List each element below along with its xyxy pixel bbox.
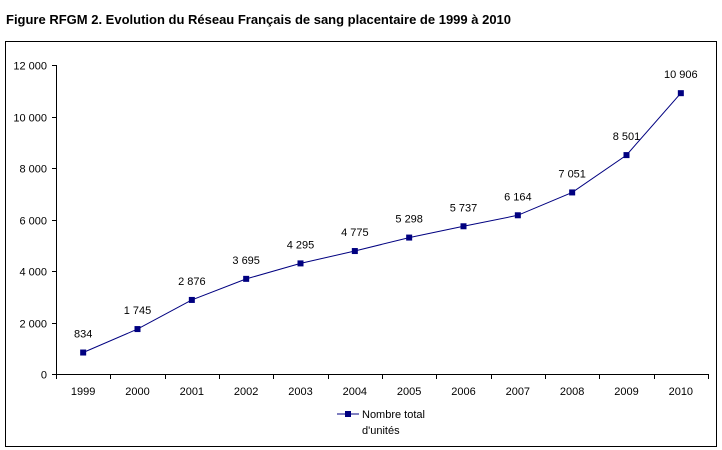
data-label: 6 164 — [504, 191, 532, 203]
data-label: 1 745 — [124, 305, 152, 317]
data-label: 2 876 — [178, 276, 206, 288]
data-point-marker — [297, 260, 304, 267]
x-tick-label: 2005 — [397, 386, 421, 398]
y-axis-ticks: 0 2 000 4 000 6 000 8 000 10 000 12 000 — [13, 61, 57, 382]
data-point-marker — [677, 90, 684, 97]
x-tick-label: 2002 — [234, 386, 258, 398]
data-label: 4 295 — [287, 239, 315, 251]
data-point-marker — [351, 248, 358, 255]
data-point-marker — [406, 234, 413, 241]
data-point-marker — [460, 223, 467, 230]
data-point-marker — [623, 152, 630, 159]
y-tick-label: 12 000 — [13, 61, 47, 73]
data-point-marker — [569, 189, 576, 196]
data-label: 4 775 — [341, 227, 369, 239]
data-point-marker — [243, 275, 250, 282]
x-tick-label: 2008 — [560, 386, 584, 398]
series-line-group: 834 1 745 2 876 3 695 4 295 4 775 5 298 5 737 6 … — [74, 69, 698, 356]
figure-title: Figure RFGM 2. Evolution du Réseau Franç… — [6, 12, 512, 27]
data-label: 8 501 — [613, 131, 641, 143]
data-label: 5 298 — [395, 214, 423, 226]
series-line — [83, 92, 682, 353]
y-tick-label: 4 000 — [19, 267, 47, 279]
legend-label: d'unités — [362, 425, 400, 437]
chart-axes — [56, 65, 708, 375]
x-tick-label: 2007 — [506, 386, 530, 398]
data-point-marker — [188, 296, 195, 303]
legend-label: Nombre total — [362, 409, 425, 421]
data-point-marker — [80, 349, 87, 356]
data-label: 10 906 — [664, 69, 698, 81]
y-tick-label: 6 000 — [19, 216, 47, 228]
y-tick-label: 2 000 — [19, 319, 47, 331]
x-tick-label: 2009 — [614, 386, 638, 398]
x-tick-label: 2003 — [288, 386, 312, 398]
y-tick-label: 0 — [41, 370, 47, 382]
data-point-marker — [134, 326, 141, 333]
chart-legend: Nombre total d'unités — [337, 409, 425, 437]
y-tick-label: 10 000 — [13, 113, 47, 125]
data-label: 5 737 — [450, 202, 478, 214]
data-point-marker — [514, 212, 521, 219]
chart-area — [5, 41, 717, 447]
x-axis-ticks: 1999 2000 2001 2002 2003 2004 2005 2006 2007 2008… — [56, 374, 709, 398]
x-tick-label: 2000 — [125, 386, 149, 398]
x-tick-label: 2004 — [343, 386, 367, 398]
data-label: 3 695 — [232, 255, 260, 267]
data-label: 7 051 — [558, 168, 586, 180]
x-tick-label: 2006 — [451, 386, 475, 398]
x-tick-label: 2001 — [180, 386, 204, 398]
y-tick-label: 8 000 — [19, 164, 47, 176]
legend-marker-swatch — [345, 411, 351, 417]
x-tick-label: 2010 — [669, 386, 693, 398]
x-tick-label: 1999 — [71, 386, 95, 398]
data-label: 834 — [74, 329, 92, 341]
